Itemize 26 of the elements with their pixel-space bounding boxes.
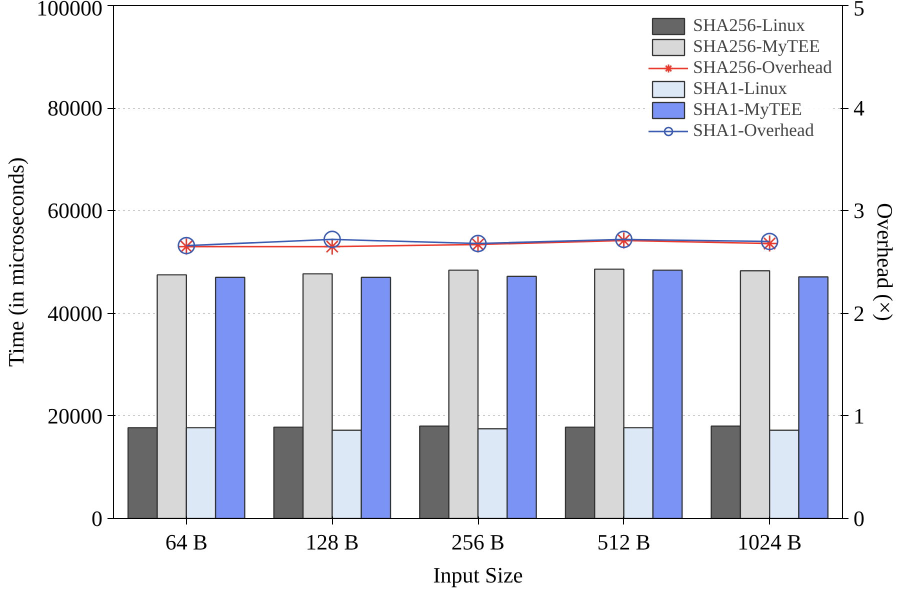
y-tick-label: 80000 (48, 96, 102, 121)
y2-tick-label: 2 (854, 300, 864, 326)
y2-tick-label: 3 (854, 198, 864, 224)
legend-label: SHA256-Overhead (693, 57, 832, 78)
x-tick-label: 64 B (165, 530, 208, 554)
y2-axis-title: Overhead (×) (872, 202, 898, 322)
legend-label: SHA256-Linux (693, 15, 806, 36)
x-tick-label: 256 B (451, 530, 505, 554)
x-axis-title: Input Size (433, 562, 523, 588)
y-axis-title: Time (in microseconds) (4, 157, 28, 367)
y2-tick-label: 0 (854, 506, 864, 531)
y2-tick-label: 1 (854, 403, 864, 428)
y-tick-label: 100000 (36, 0, 102, 20)
y-tick-label: 20000 (48, 403, 102, 428)
legend-label: SHA1-Overhead (693, 120, 814, 141)
y2-tick-label: 4 (854, 96, 864, 121)
y-tick-label: 40000 (48, 300, 102, 326)
legend-label: SHA1-Linux (693, 78, 788, 99)
y2-tick-label: 5 (854, 0, 864, 20)
x-tick-label: 1024 B (738, 530, 802, 554)
x-tick-label: 512 B (597, 530, 650, 554)
legend-label: SHA256-MyTEE (693, 36, 820, 57)
x-tick-label: 128 B (306, 530, 359, 554)
y-tick-label: 60000 (48, 198, 102, 224)
y-tick-label: 0 (92, 506, 102, 531)
legend-label: SHA1-MyTEE (693, 99, 802, 120)
